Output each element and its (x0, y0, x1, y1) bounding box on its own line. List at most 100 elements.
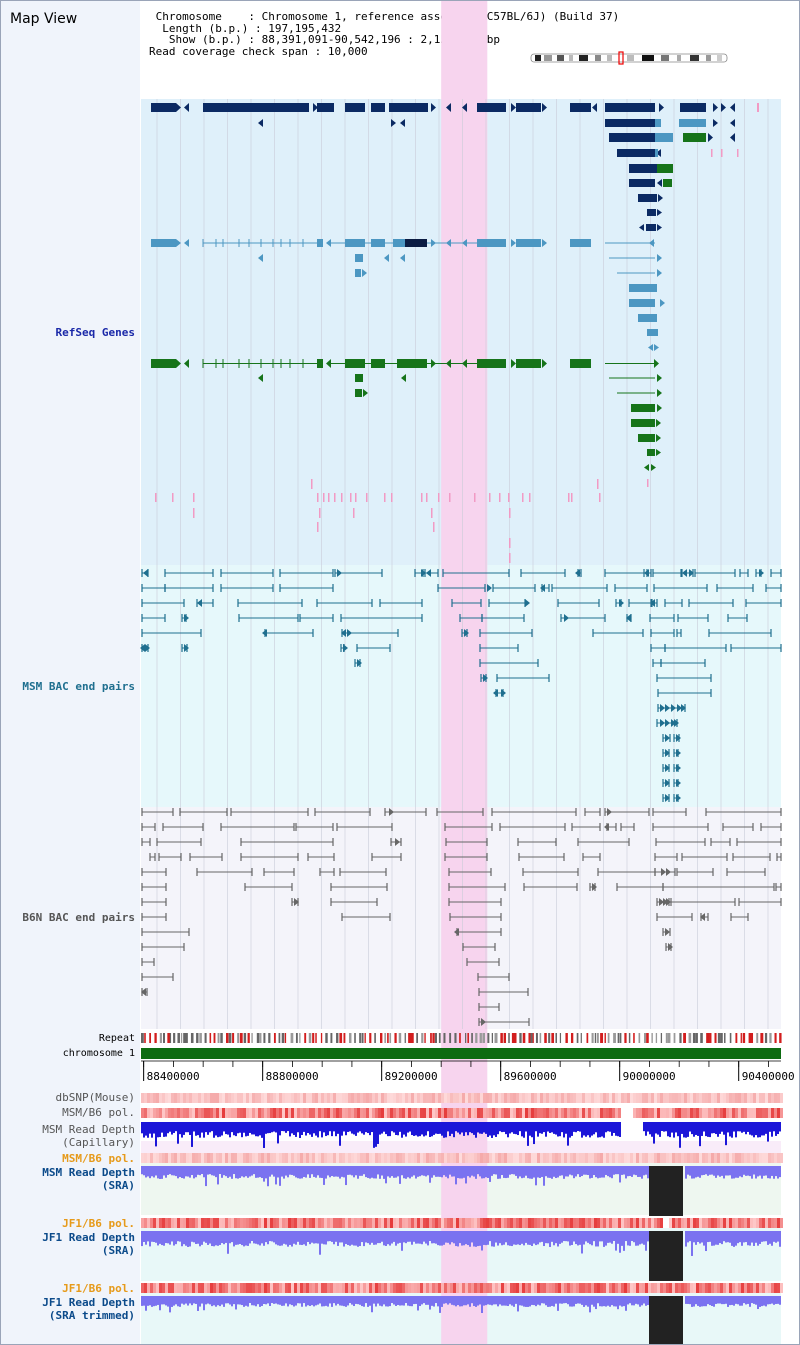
heat-cell (450, 1108, 453, 1118)
pink-marker (568, 493, 570, 502)
depth-bar (535, 1296, 537, 1307)
depth-bar (433, 1122, 435, 1135)
refseq-genes-label[interactable]: RefSeq Genes (55, 326, 135, 339)
heat-cell (198, 1093, 201, 1103)
repeat-element (508, 1033, 510, 1043)
heat-cell (282, 1108, 285, 1118)
depth-bar (249, 1122, 251, 1133)
heat-cell (249, 1153, 252, 1163)
msm-b6-pol-label-2[interactable]: MSM/B6 pol. (62, 1152, 135, 1165)
bac-arrow (337, 569, 342, 577)
depth-bar (303, 1296, 305, 1304)
gene-strand-arrow (462, 103, 467, 112)
depth-bar (197, 1166, 199, 1175)
heat-cell (414, 1283, 417, 1293)
pink-marker (319, 508, 321, 518)
msm-bac-label[interactable]: MSM BAC end pairs (22, 680, 135, 693)
bac-arrow (604, 823, 609, 831)
gene-exon (647, 329, 658, 336)
depth-bar (369, 1296, 371, 1306)
depth-bar (319, 1166, 321, 1178)
depth-bar (423, 1296, 425, 1304)
heat-cell (546, 1153, 549, 1163)
jf1-b6-pol-label[interactable]: JF1/B6 pol. (62, 1217, 135, 1230)
gene-exon (605, 119, 655, 127)
jf1-depth-sra-label[interactable]: JF1 Read Depth (SRA) (42, 1231, 135, 1257)
heat-cell (546, 1218, 549, 1228)
heat-cell (456, 1153, 459, 1163)
msm-depth-capillary-label[interactable]: MSM Read Depth (Capillary) (42, 1123, 135, 1149)
heat-cell (732, 1283, 735, 1293)
bac-end-pair (760, 823, 782, 831)
heat-cell (393, 1283, 396, 1293)
jf1-b6-pol-label-2[interactable]: JF1/B6 pol. (62, 1282, 135, 1295)
depth-bar (273, 1231, 275, 1243)
depth-bar (455, 1166, 457, 1185)
depth-bar (419, 1122, 421, 1137)
heat-cell (396, 1153, 399, 1163)
heat-cell (213, 1218, 216, 1228)
depth-bar (727, 1296, 729, 1307)
dbsnp-label[interactable]: dbSNP(Mouse) (55, 1091, 135, 1104)
msm-depth-sra-bars (141, 1166, 781, 1187)
heat-cell (336, 1153, 339, 1163)
depth-bar (185, 1122, 187, 1133)
pink-marker (509, 553, 511, 563)
heat-cell (777, 1218, 780, 1228)
depth-bar (235, 1122, 237, 1137)
depth-bar (217, 1231, 219, 1246)
depth-bar (317, 1166, 319, 1176)
heat-cell (429, 1153, 432, 1163)
gene-strand-arrow (326, 239, 331, 247)
depth-bar (359, 1166, 361, 1176)
msm-depth-sra-label[interactable]: MSM Read Depth (SRA) (42, 1166, 135, 1192)
heat-cell (492, 1108, 495, 1118)
heat-cell (402, 1153, 405, 1163)
jf1-b6-pol-heatmap-2 (141, 1283, 783, 1293)
depth-bar (643, 1122, 645, 1132)
heat-cell (456, 1108, 459, 1118)
heat-cell (447, 1108, 450, 1118)
bac-end-pair (480, 674, 488, 682)
heat-cell (432, 1093, 435, 1103)
depth-bar (759, 1231, 761, 1244)
bac-end-pair (448, 898, 502, 906)
heat-cell (570, 1283, 573, 1293)
heat-cell (324, 1283, 327, 1293)
jf1-depth-trimmed-label[interactable]: JF1 Read Depth (SRA trimmed) (42, 1296, 135, 1322)
repeat-element (665, 1033, 668, 1043)
ideogram-band (627, 55, 634, 61)
bac-end-pair (449, 913, 502, 921)
ideogram-band (642, 55, 654, 61)
heat-cell (486, 1108, 489, 1118)
heat-cell (264, 1283, 267, 1293)
depth-bar (419, 1296, 421, 1307)
depth-bar (591, 1231, 593, 1246)
depth-bar (297, 1296, 299, 1304)
depth-bar (543, 1231, 545, 1247)
depth-bar (327, 1231, 329, 1242)
heat-cell (495, 1283, 498, 1293)
depth-bar (727, 1231, 729, 1243)
bac-end-pair (220, 584, 274, 592)
b6n-bac-label[interactable]: B6N BAC end pairs (22, 911, 135, 924)
depth-bar (341, 1231, 343, 1243)
heat-cell (732, 1108, 735, 1118)
depth-bar (253, 1166, 255, 1175)
repeat-element (519, 1033, 522, 1043)
bac-end-pair (649, 614, 675, 622)
depth-bar (561, 1296, 563, 1304)
depth-bar (605, 1166, 607, 1175)
heat-cell (261, 1283, 264, 1293)
depth-bar (581, 1122, 583, 1138)
depth-bar (175, 1122, 177, 1132)
repeat-element (430, 1033, 432, 1043)
gene-strand-arrow (363, 389, 368, 397)
depth-bar (439, 1166, 441, 1177)
depth-bar (755, 1296, 757, 1305)
gene-row (355, 389, 662, 397)
msm-b6-pol-label[interactable]: MSM/B6 pol. (62, 1106, 135, 1119)
gene-exon (477, 103, 506, 112)
heat-cell (558, 1093, 561, 1103)
